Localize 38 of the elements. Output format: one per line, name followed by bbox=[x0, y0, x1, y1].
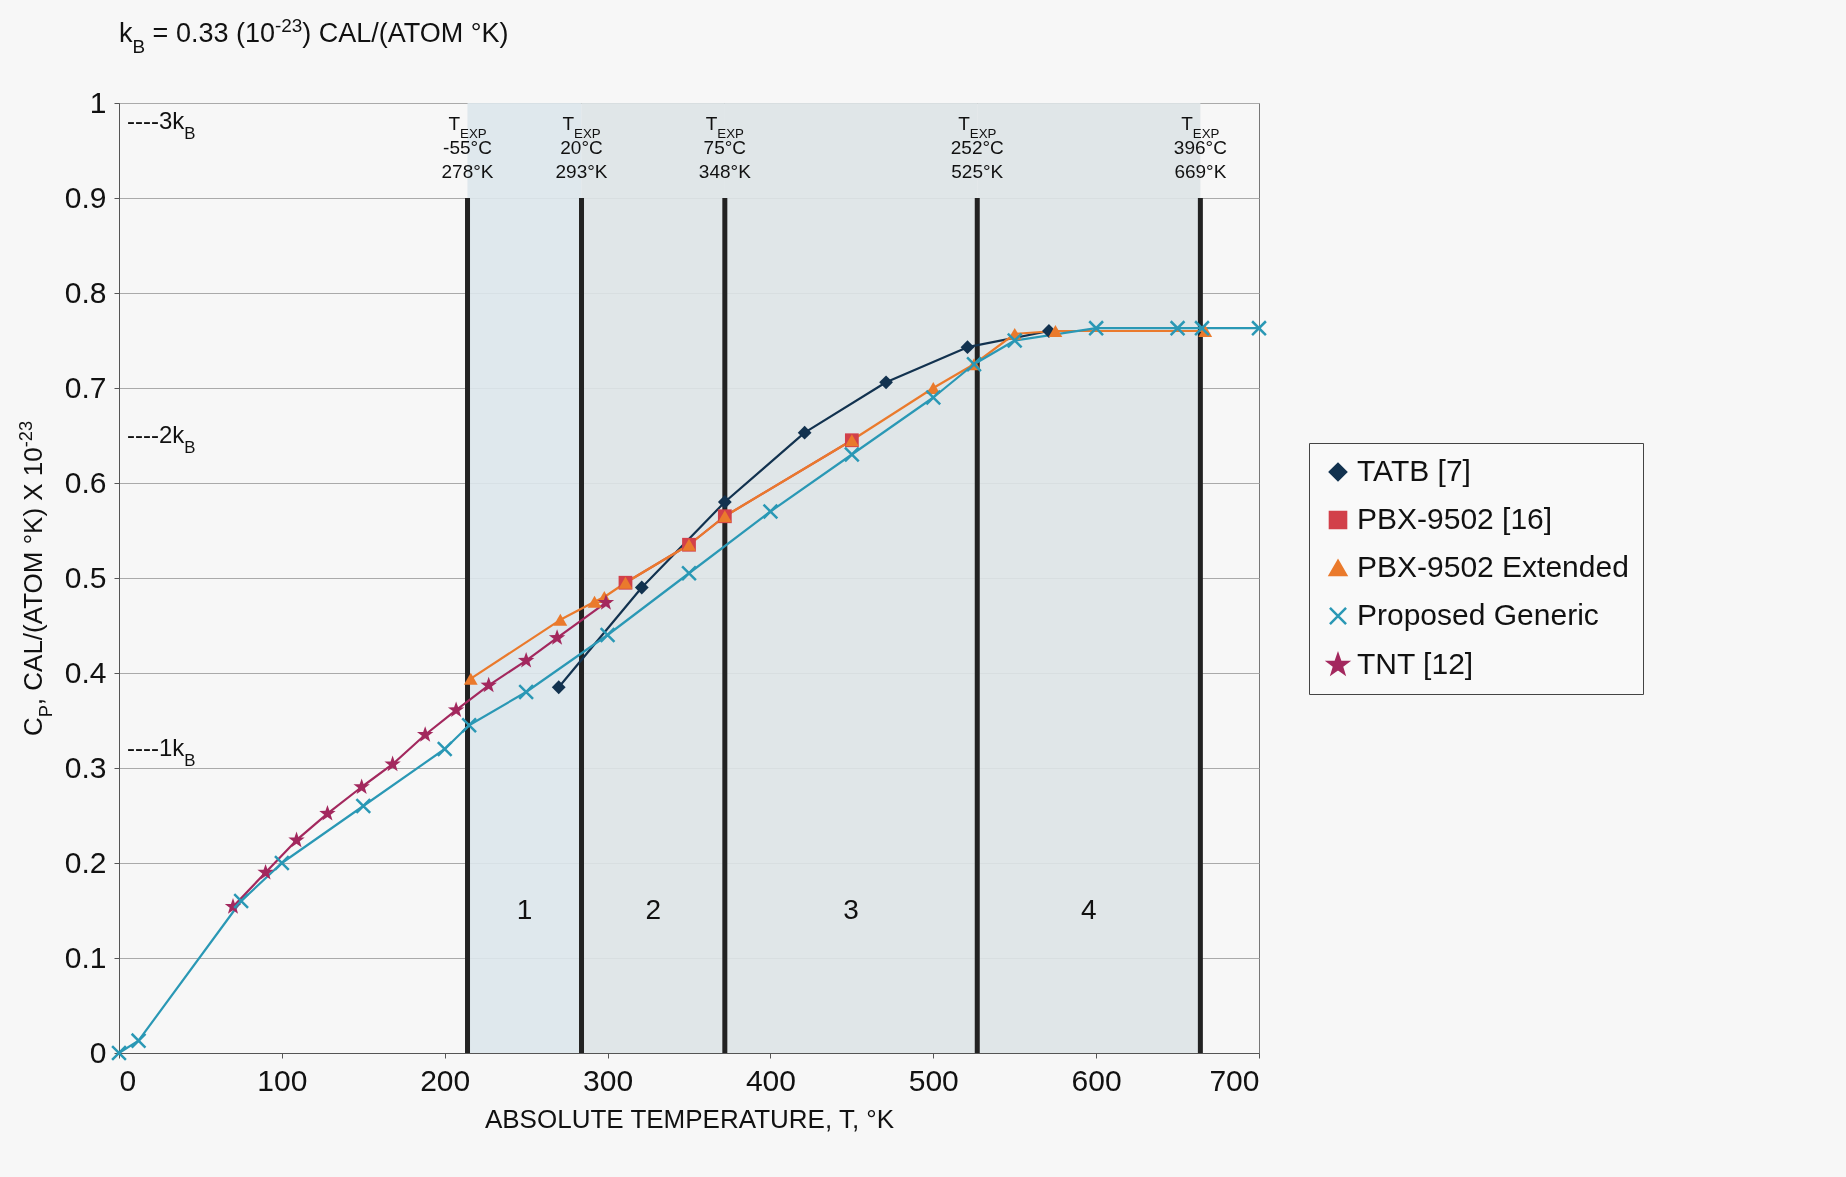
y-tick-label: 0.8 bbox=[64, 275, 107, 309]
y-tick-label: 0.4 bbox=[64, 655, 107, 689]
x-tick-label: 500 bbox=[908, 1063, 959, 1097]
band-label: 3 bbox=[843, 893, 859, 925]
y-tick-label: 0.7 bbox=[64, 370, 107, 404]
legend-label: TNT [12] bbox=[1357, 647, 1474, 680]
legend-label: PBX-9502 Extended bbox=[1357, 550, 1629, 583]
y-tick-label: 0.3 bbox=[64, 750, 107, 784]
x-tick-label: 0 bbox=[119, 1063, 137, 1097]
annotation: ----2k$_{B}$ bbox=[127, 420, 196, 456]
band-label: 4 bbox=[1081, 893, 1097, 925]
ref-line-label: T$_{EXP}$ 396°C 669°K bbox=[1173, 113, 1227, 182]
x-tick-label: 100 bbox=[257, 1063, 308, 1097]
annotation: ----1k$_{B}$ bbox=[127, 734, 196, 770]
y-tick-label: 0.5 bbox=[64, 560, 107, 594]
x-tick-label: 400 bbox=[745, 1063, 796, 1097]
legend-label: Proposed Generic bbox=[1357, 598, 1599, 631]
ref-line-label: T$_{EXP}$ 252°C 525°K bbox=[950, 113, 1004, 182]
ref-line-label: T$_{EXP}$ 20°C 293°K bbox=[555, 113, 608, 182]
band-label: 1 bbox=[516, 893, 533, 925]
legend-label: PBX-9502 [16] bbox=[1357, 502, 1553, 535]
y-tick-label: 0.2 bbox=[64, 845, 107, 879]
x-tick-label: 300 bbox=[583, 1063, 634, 1097]
x-tick-label: 200 bbox=[420, 1063, 471, 1097]
y-tick-label: 0.6 bbox=[64, 465, 107, 499]
x-tick-label: 600 bbox=[1071, 1063, 1122, 1097]
legend-label: TATB [7] bbox=[1357, 454, 1471, 487]
x-axis-title: ABSOLUTE TEMPERATURE, T, °K bbox=[484, 1103, 895, 1134]
y-tick-label: 0.9 bbox=[64, 180, 107, 214]
chart-title: k$_{B}$ = 0.33 (10$^{-23}$) CAL/(ATOM °K) bbox=[119, 14, 509, 57]
ref-line-label: T$_{EXP}$ -55°C 278°K bbox=[441, 113, 494, 182]
x-tick-label: 700 bbox=[1209, 1063, 1260, 1097]
annotation: ----3k$_{B}$ bbox=[127, 107, 196, 143]
y-tick-label: 0.1 bbox=[64, 940, 107, 974]
y-tick-label: 1 bbox=[89, 85, 107, 119]
band-label: 2 bbox=[645, 893, 661, 925]
y-tick-label: 0 bbox=[89, 1035, 107, 1069]
ref-line-label: T$_{EXP}$ 75°C 348°K bbox=[698, 113, 752, 182]
